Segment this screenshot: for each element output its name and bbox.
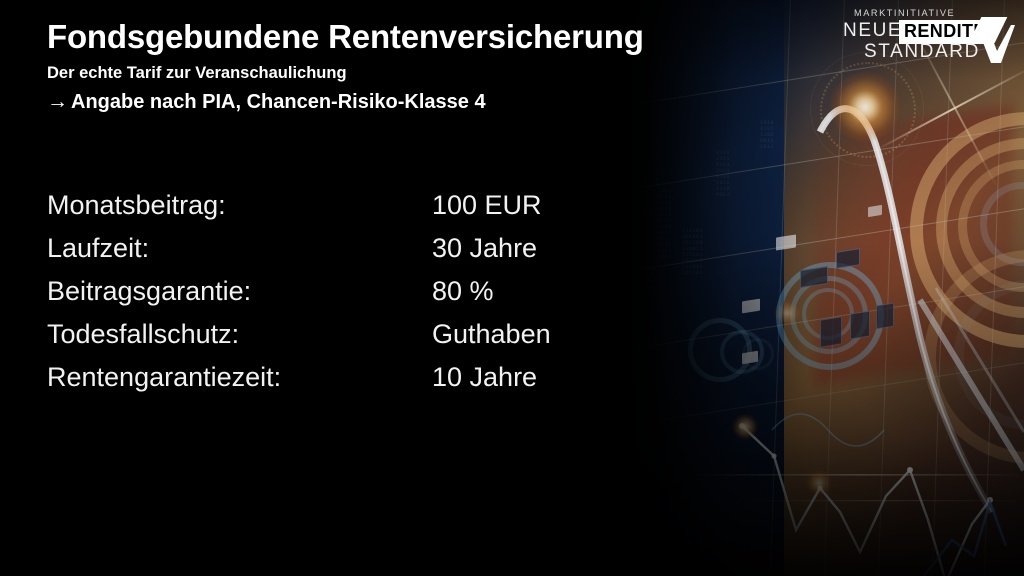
slide-kicker-label: Angabe nach PIA, Chancen-Risiko-Klasse 4	[71, 91, 486, 113]
spec-label: Todesfallschutz:	[47, 319, 240, 349]
table-row: Monatsbeitrag: 100 EUR	[47, 184, 551, 227]
logo-line-neuer: NEUER	[843, 20, 918, 41]
table-row: Laufzeit: 30 Jahre	[47, 227, 551, 270]
spec-value: Guthaben	[432, 319, 551, 349]
spec-value: 10 Jahre	[432, 362, 538, 392]
spec-value: 80 %	[432, 276, 494, 306]
brand-logo: MARKTINITIATIVE NEUER RENDITE STANDARD	[836, 8, 1015, 64]
spec-label: Beitragsgarantie:	[47, 276, 252, 306]
spec-value: 100 EUR	[432, 190, 542, 220]
table-row: Beitragsgarantie: 80 %	[47, 270, 551, 313]
table-row: Todesfallschutz: Guthaben	[47, 313, 551, 356]
right-arrow-icon: →	[47, 90, 68, 113]
spec-value: 30 Jahre	[432, 233, 538, 263]
slide-kicker: → Angabe nach PIA, Chancen-Risiko-Klasse …	[47, 89, 644, 115]
spec-table: Monatsbeitrag: 100 EUR Laufzeit: 30 Jahr…	[47, 184, 551, 399]
slide-title: Fondsgebundene Rentenversicherung	[47, 18, 644, 55]
logo-line-marktinitiative: MARKTINITIATIVE	[854, 8, 956, 18]
slide-header: Fondsgebundene Rentenversicherung Der ec…	[47, 18, 644, 115]
financial-abstract-graphic: 01101 10010 11001 00110 10101 01011 1101…	[624, 0, 1024, 576]
spec-label: Monatsbeitrag:	[47, 190, 226, 220]
spec-label: Rentengarantiezeit:	[47, 362, 282, 392]
spec-label: Laufzeit:	[47, 233, 150, 263]
logo-line-standard: STANDARD	[864, 41, 980, 62]
slide-subtitle: Der echte Tarif zur Veranschaulichung	[47, 64, 347, 82]
table-row: Rentengarantiezeit: 10 Jahre	[47, 356, 551, 399]
checkmark-icon	[977, 25, 1015, 63]
artwork-fade-corner	[624, 0, 1024, 576]
